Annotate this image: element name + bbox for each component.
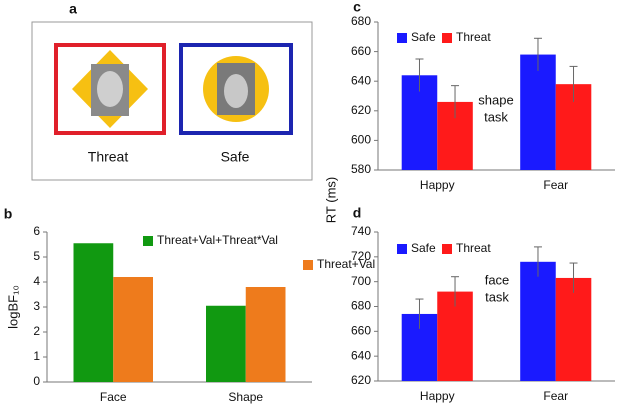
legend-swatch bbox=[397, 244, 407, 254]
annotation: task bbox=[485, 289, 509, 304]
bar bbox=[555, 277, 592, 381]
y-tick-label: 620 bbox=[351, 103, 371, 117]
y-tick-label: 580 bbox=[351, 162, 371, 176]
legend-swatch bbox=[442, 244, 452, 254]
x-tick-label: Fear bbox=[543, 178, 568, 192]
legend-label: Threat bbox=[456, 241, 491, 255]
y-tick-label: 700 bbox=[351, 274, 371, 288]
safe-box bbox=[179, 43, 293, 135]
frame bbox=[31, 21, 313, 181]
legend-label: Threat+Val+Threat*Val bbox=[157, 233, 278, 247]
y-tick-label: 2 bbox=[33, 324, 40, 338]
panel-label: b bbox=[4, 206, 13, 222]
x-tick-label: Fear bbox=[543, 389, 568, 403]
y-tick-label: 1 bbox=[33, 349, 40, 363]
y-tick-label: 660 bbox=[351, 324, 371, 338]
threat-box bbox=[54, 43, 166, 135]
y-tick-label: 680 bbox=[351, 299, 371, 313]
panel-label: d bbox=[353, 205, 362, 221]
legend-swatch bbox=[303, 260, 313, 270]
bar bbox=[245, 287, 286, 382]
bar bbox=[520, 261, 556, 381]
annotation: face bbox=[485, 272, 510, 287]
legend-swatch bbox=[143, 236, 153, 246]
annotation: shape bbox=[478, 92, 513, 107]
y-tick-label: 660 bbox=[351, 44, 371, 58]
bar bbox=[113, 277, 153, 382]
y-tick-label: 4 bbox=[33, 274, 40, 288]
legend-label: Threat bbox=[456, 30, 491, 44]
y-tick-label: 740 bbox=[351, 224, 371, 238]
face bbox=[224, 74, 248, 108]
bar bbox=[520, 54, 556, 171]
condition-label: Safe bbox=[221, 149, 250, 165]
bar bbox=[73, 243, 114, 382]
legend-label: Safe bbox=[411, 241, 436, 255]
x-tick-label: Shape bbox=[228, 390, 263, 404]
panel-label: a bbox=[69, 1, 77, 17]
y-tick-label: 5 bbox=[33, 249, 40, 263]
y-tick-label: 620 bbox=[351, 373, 371, 387]
legend-label: Safe bbox=[411, 30, 436, 44]
y-axis-label: logBF₁₀ bbox=[5, 285, 20, 329]
x-tick-label: Happy bbox=[420, 389, 455, 403]
panel-label: c bbox=[353, 0, 361, 15]
bar bbox=[206, 305, 246, 382]
y-tick-label: 600 bbox=[351, 133, 371, 147]
legend-label: Threat+Val bbox=[317, 257, 375, 271]
y-tick-label: 0 bbox=[33, 374, 40, 388]
x-tick-label: Face bbox=[100, 390, 127, 404]
y-tick-label: 720 bbox=[351, 249, 371, 263]
annotation: task bbox=[484, 109, 508, 124]
y-tick-label: 680 bbox=[351, 14, 371, 28]
face bbox=[97, 71, 123, 107]
condition-label: Threat bbox=[88, 149, 129, 165]
legend-swatch bbox=[442, 33, 452, 43]
y-tick-label: 640 bbox=[351, 348, 371, 362]
y-tick-label: 6 bbox=[33, 224, 40, 238]
y-tick-label: 3 bbox=[33, 299, 40, 313]
x-tick-label: Happy bbox=[420, 178, 455, 192]
y-tick-label: 640 bbox=[351, 73, 371, 87]
y-axis-label: RT (ms) bbox=[323, 177, 338, 223]
legend-swatch bbox=[397, 33, 407, 43]
